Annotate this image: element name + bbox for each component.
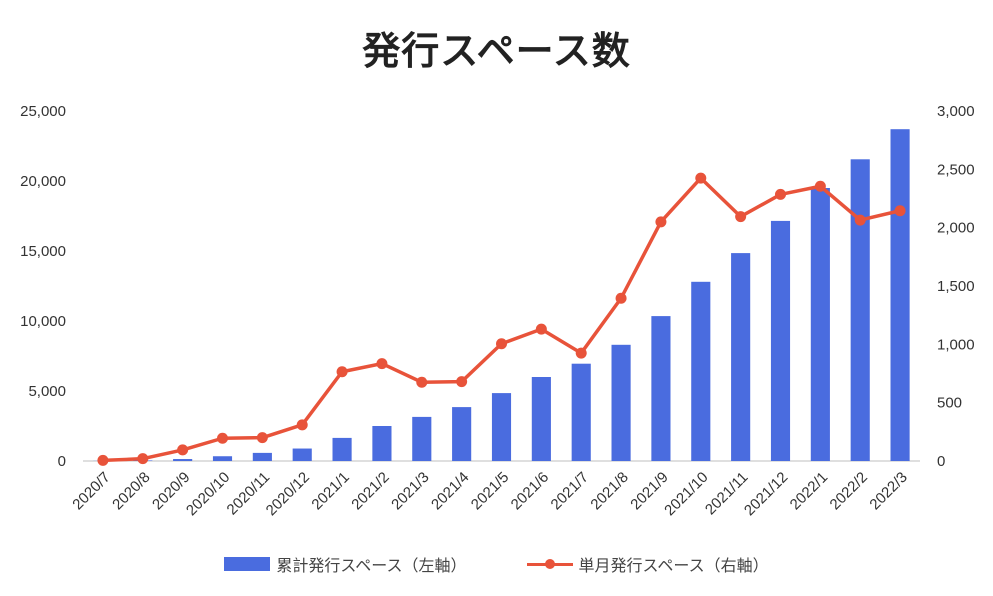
bar <box>292 448 312 461</box>
x-axis-tick-label: 2021/5 <box>468 469 512 513</box>
x-axis-tick-label: 2020/12 <box>263 469 313 519</box>
legend-swatch-line <box>526 557 573 571</box>
line-point <box>735 211 747 223</box>
right-axis-tick-label: 1,500 <box>937 278 975 295</box>
left-axis-tick-label: 10,000 <box>20 313 66 330</box>
x-axis-tick-label: 2021/10 <box>661 469 711 519</box>
line-point <box>336 366 348 378</box>
right-axis-tick-label: 2,500 <box>937 161 975 178</box>
x-axis-tick-label: 2020/10 <box>183 469 233 519</box>
left-axis-tick-label: 20,000 <box>20 173 66 190</box>
line-point <box>695 172 707 184</box>
line-point <box>456 376 468 388</box>
bar <box>173 459 193 461</box>
bar <box>850 159 870 462</box>
bar <box>452 407 472 461</box>
bar <box>412 416 432 461</box>
x-axis-tick-label: 2021/8 <box>587 469 631 513</box>
bar <box>890 129 910 461</box>
x-axis-tick-label: 2021/3 <box>388 469 432 513</box>
bar <box>491 393 512 461</box>
right-axis-tick-label: 1,000 <box>937 336 975 353</box>
x-axis: 2020/72020/82020/92020/102020/112020/122… <box>69 469 911 519</box>
x-axis-tick-label: 2021/6 <box>508 469 552 513</box>
line-point <box>655 216 667 228</box>
line-point <box>575 347 587 359</box>
legend-swatch-bar <box>224 557 271 571</box>
left-axis: 0 5,000 10,000 15,000 20,000 25,000 <box>20 103 66 470</box>
x-axis-tick-label: 2021/4 <box>428 469 472 513</box>
line-point <box>894 205 906 217</box>
right-axis: 0 500 1,000 1,500 2,000 2,500 3,000 <box>937 103 975 470</box>
bar <box>332 437 352 461</box>
left-axis-tick-label: 25,000 <box>20 103 66 120</box>
bar <box>651 316 671 461</box>
line-point <box>177 444 189 456</box>
bar <box>531 377 551 461</box>
right-axis-tick-label: 0 <box>937 453 945 470</box>
chart-title: 発行スペース数 <box>362 29 631 73</box>
right-axis-tick-label: 2,000 <box>937 220 975 237</box>
x-axis-tick-label: 2022/2 <box>827 469 871 513</box>
bar <box>212 456 233 461</box>
legend: 累計発行スペース（左軸） 単月発行スペース（右軸） <box>0 552 993 576</box>
line-point <box>854 214 866 226</box>
x-axis-tick-label: 2022/3 <box>866 469 910 513</box>
x-axis-tick-label: 2021/2 <box>348 469 392 513</box>
bar <box>810 188 830 461</box>
line-point <box>416 376 428 388</box>
bar-series <box>93 129 910 462</box>
x-axis-tick-label: 2022/1 <box>787 469 831 513</box>
bar <box>691 281 711 461</box>
x-axis-tick-label: 2021/1 <box>308 469 352 513</box>
x-axis-tick-label: 2020/8 <box>109 469 153 513</box>
line-point <box>256 432 268 444</box>
line-point <box>535 323 547 335</box>
left-axis-tick-label: 5,000 <box>28 383 66 400</box>
bar <box>372 426 392 461</box>
legend-item-cumulative: 累計発行スペース（左軸） <box>224 552 467 576</box>
line-point <box>296 419 308 431</box>
line-point <box>814 180 826 192</box>
legend-label-cumulative: 累計発行スペース（左軸） <box>276 556 467 575</box>
line-point <box>775 188 786 200</box>
x-axis-tick-label: 2021/12 <box>741 469 791 519</box>
line-series <box>97 172 906 466</box>
line-point <box>137 453 149 465</box>
legend-label-monthly: 単月発行スペース（右軸） <box>578 556 769 575</box>
line-point <box>615 292 627 304</box>
right-axis-tick-label: 500 <box>937 395 962 412</box>
bar <box>770 220 791 461</box>
line-point <box>496 338 507 350</box>
bar <box>611 344 631 461</box>
x-axis-tick-label: 2021/7 <box>548 469 592 513</box>
legend-item-monthly: 単月発行スペース（右軸） <box>526 552 769 576</box>
right-axis-tick-label: 3,000 <box>937 103 975 120</box>
left-axis-tick-label: 15,000 <box>20 243 66 260</box>
line-point <box>217 432 228 444</box>
bar <box>252 452 272 461</box>
line-point <box>97 454 109 466</box>
x-axis-tick-label: 2020/7 <box>69 469 113 513</box>
line-point <box>376 358 388 370</box>
bar <box>571 363 591 461</box>
left-axis-tick-label: 0 <box>58 453 66 470</box>
bar <box>731 253 751 461</box>
